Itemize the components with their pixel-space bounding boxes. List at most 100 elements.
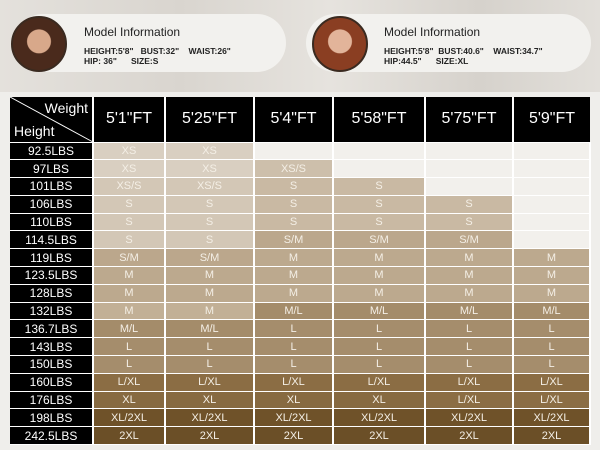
size-cell: XS <box>164 159 255 179</box>
model-avatar-1 <box>11 16 67 72</box>
row-label: 101LBS <box>10 177 94 196</box>
size-cell: M/L <box>92 319 166 339</box>
size-cell: 2XL <box>332 426 426 446</box>
size-cell: S <box>332 177 426 196</box>
size-cell <box>512 159 591 179</box>
size-cell: M <box>332 248 426 268</box>
row-label: 106LBS <box>10 194 94 214</box>
table-row: 106LBS S S S S S <box>10 194 591 214</box>
weight-label: Weight <box>44 100 88 116</box>
table-row: 128LBS M M M M M M <box>10 283 591 303</box>
size-cell: XL <box>253 390 334 410</box>
size-cell <box>512 212 591 232</box>
size-cell: S <box>92 212 166 232</box>
column-header: 5'58"FT <box>332 97 425 142</box>
size-cell: XL/2XL <box>164 408 255 428</box>
size-cell: M <box>424 283 514 303</box>
size-cell: 2XL <box>512 426 591 446</box>
size-cell: S <box>424 194 514 214</box>
corner-header: Weight Height <box>10 97 93 142</box>
height-label: Height <box>14 122 55 139</box>
row-label: 242.5LBS <box>10 426 94 446</box>
size-cell: S/M <box>92 248 166 268</box>
model-measurements-2b: HIP:44.5" SIZE:XL <box>384 56 469 66</box>
size-cell: L/XL <box>424 390 514 410</box>
size-cell: M <box>164 283 255 303</box>
row-label: 110LBS <box>10 212 94 232</box>
size-cell: XS/S <box>164 177 255 196</box>
size-cell: S <box>164 194 255 214</box>
size-cell: M <box>332 283 426 303</box>
size-cell: XS/S <box>253 159 334 179</box>
size-cell: S/M <box>164 248 255 268</box>
size-cell: M <box>253 283 334 303</box>
size-cell: M <box>332 266 426 285</box>
size-cell: M <box>164 266 255 285</box>
size-cell: L <box>424 319 514 339</box>
row-label: 123.5LBS <box>10 266 94 285</box>
table-row: 136.7LBS M/L M/L L L L L <box>10 319 591 339</box>
model-measurements-1b: HIP: 36" SIZE:S <box>84 56 159 66</box>
column-header: 5'4"FT <box>253 97 333 142</box>
size-cell <box>512 177 591 196</box>
table-row: 242.5LBS 2XL 2XL 2XL 2XL 2XL 2XL <box>10 426 591 446</box>
size-cell <box>512 230 591 250</box>
size-cell: M <box>424 266 514 285</box>
size-cell: XL/2XL <box>332 408 426 428</box>
size-cell: S/M <box>253 230 334 250</box>
column-header: 5'9"FT <box>512 97 590 142</box>
size-cell: S <box>253 212 334 232</box>
size-cell: L <box>253 337 334 357</box>
model-title-2: Model Information <box>384 25 481 39</box>
size-cell: S <box>164 212 255 232</box>
table-row: 92.5LBS XS XS <box>10 141 591 161</box>
size-cell: XL <box>164 390 255 410</box>
size-cell <box>253 141 334 161</box>
size-cell: L/XL <box>512 372 591 392</box>
size-cell: M <box>512 283 591 303</box>
table-row: 176LBS XL XL XL XL L/XL L/XL <box>10 390 591 410</box>
size-cell: M/L <box>164 319 255 339</box>
size-cell: XL/2XL <box>92 408 166 428</box>
size-cell: L <box>332 355 426 374</box>
table-row: 132LBS M M M/L M/L M/L M/L <box>10 301 591 321</box>
size-chart-table: Weight Height 5'1"FT 5'25"FT 5'4"FT 5'58"FT… <box>10 97 591 446</box>
table-row: 123.5LBS M M M M M M <box>10 266 591 285</box>
size-cell: M/L <box>253 301 334 321</box>
size-cell: M <box>512 266 591 285</box>
size-cell: L <box>512 355 591 374</box>
size-cell: XS/S <box>92 177 166 196</box>
size-cell: S/M <box>332 230 426 250</box>
size-cell: L <box>512 319 591 339</box>
size-cell: L/XL <box>512 390 591 410</box>
size-cell: S <box>92 194 166 214</box>
size-cell: M <box>253 266 334 285</box>
size-cell: M <box>253 248 334 268</box>
size-cell <box>332 159 426 179</box>
size-cell: L <box>332 319 426 339</box>
size-cell: M <box>424 248 514 268</box>
size-cell: S <box>332 212 426 232</box>
size-cell <box>512 141 591 161</box>
size-cell: 2XL <box>164 426 255 446</box>
size-cell <box>424 141 514 161</box>
size-cell: L/XL <box>253 372 334 392</box>
row-label: 132LBS <box>10 301 94 321</box>
size-cell: XS <box>164 141 255 161</box>
size-cell <box>512 194 591 214</box>
size-cell: S/M <box>424 230 514 250</box>
size-cell: M/L <box>424 301 514 321</box>
size-cell: L/XL <box>92 372 166 392</box>
size-cell: M <box>512 248 591 268</box>
size-cell <box>424 159 514 179</box>
table-row: 97LBS XS XS XS/S <box>10 159 591 179</box>
row-label: 114.5LBS <box>10 230 94 250</box>
table-row: 119LBS S/M S/M M M M M <box>10 248 591 268</box>
size-cell: 2XL <box>92 426 166 446</box>
size-cell: S <box>424 212 514 232</box>
size-cell: M/L <box>512 301 591 321</box>
table-row: 160LBS L/XL L/XL L/XL L/XL L/XL L/XL <box>10 372 591 392</box>
row-label: 128LBS <box>10 283 94 303</box>
size-cell: S <box>253 177 334 196</box>
size-cell: M <box>92 301 166 321</box>
